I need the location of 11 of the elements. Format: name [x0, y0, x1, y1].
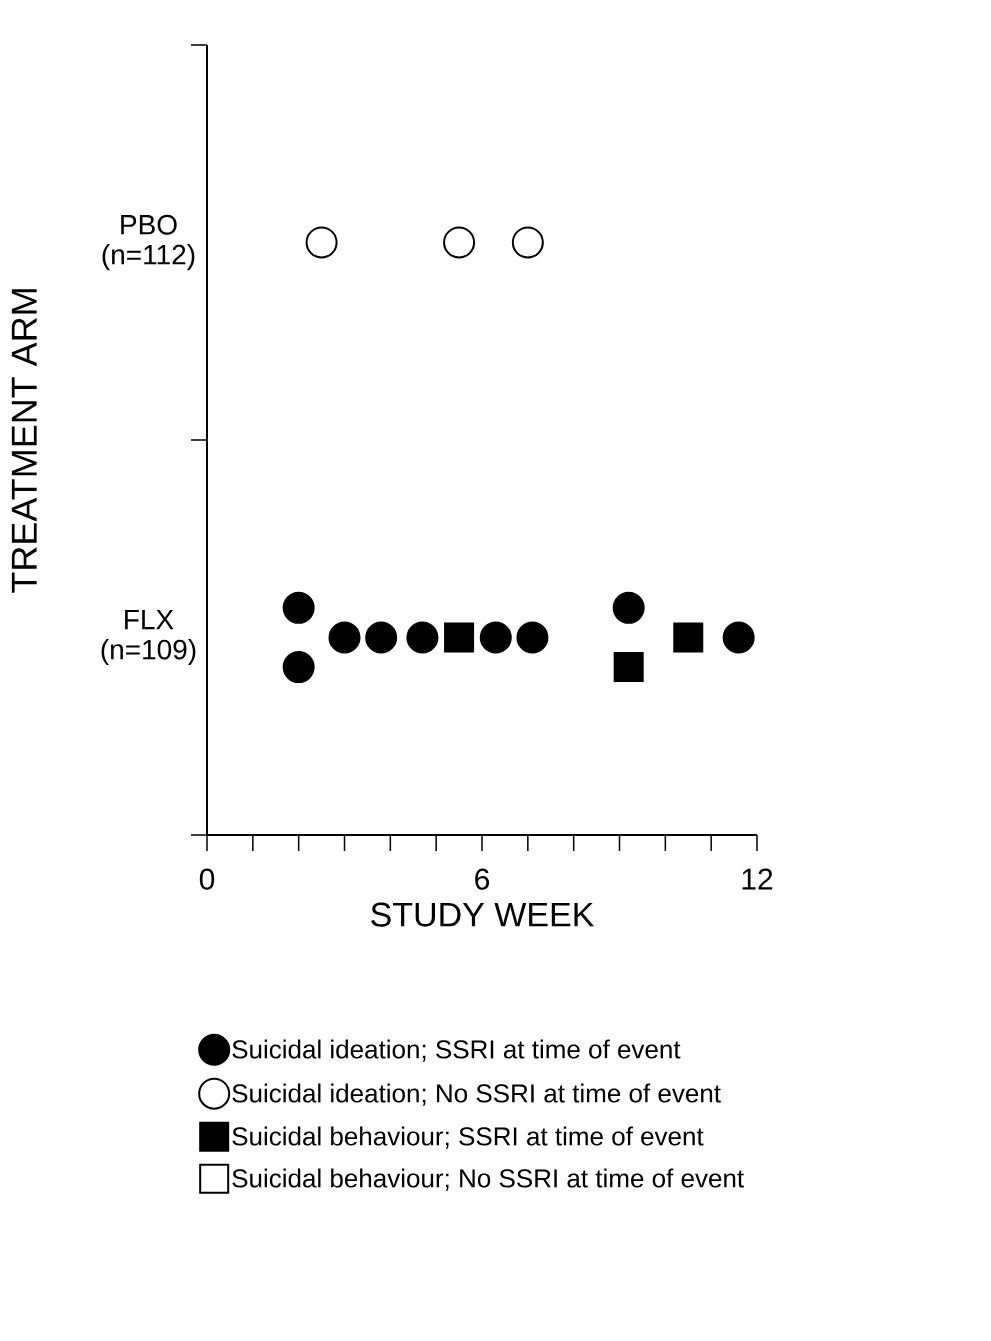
legend-label: Suicidal ideation; No SSRI at time of event — [232, 1083, 721, 1106]
y-axis-title: TREATMENT ARM — [11, 289, 37, 593]
x-axis-title: STUDY WEEK — [371, 902, 594, 927]
legend-label: Suicidal behaviour; No SSRI at time of event — [232, 1168, 744, 1191]
x-tick-label: 6 — [475, 868, 490, 890]
x-tick-label: 12 — [742, 868, 773, 890]
legend-label: Suicidal ideation; SSRI at time of event — [232, 1039, 681, 1062]
legend-label: Suicidal behaviour; SSRI at time of event — [232, 1126, 704, 1149]
y-tick-label: PBO (n=112) — [102, 214, 195, 271]
y-tick-label: FLX (n=109) — [101, 609, 196, 666]
x-tick-label: 0 — [199, 868, 215, 890]
